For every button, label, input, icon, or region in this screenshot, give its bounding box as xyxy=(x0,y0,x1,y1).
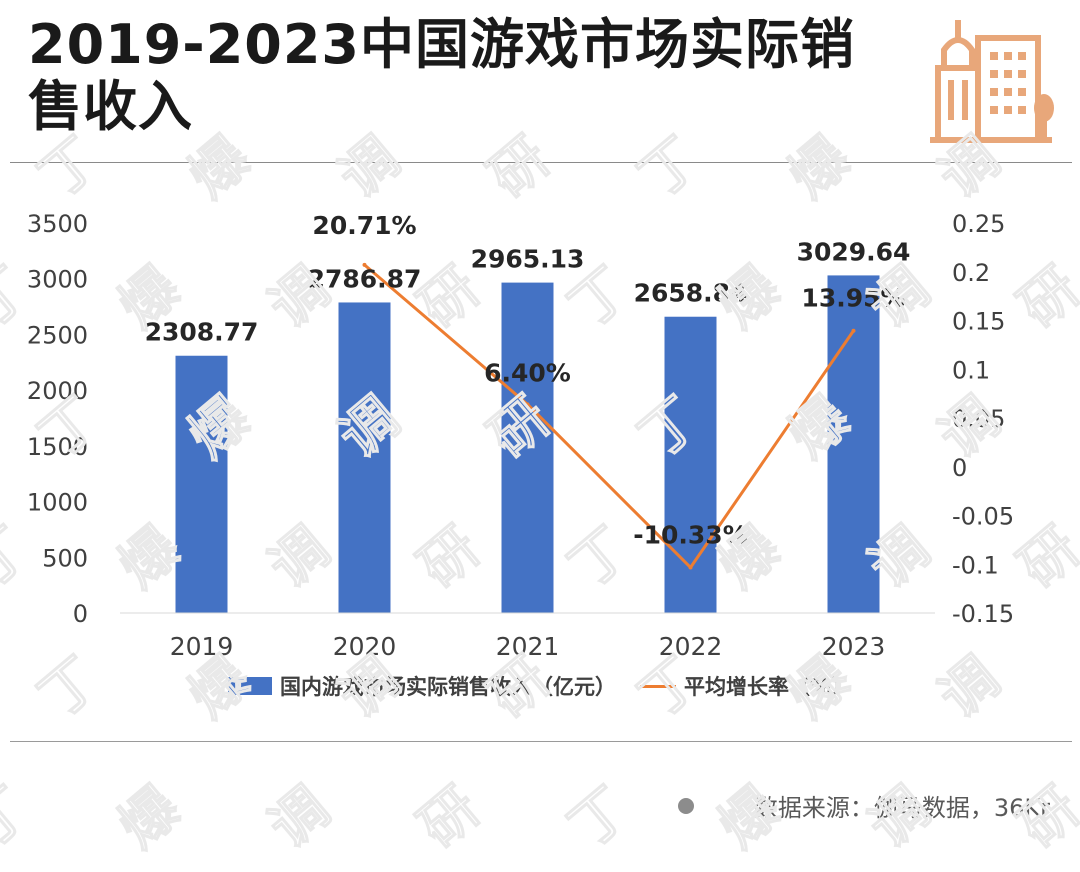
bottom-divider xyxy=(10,741,1072,742)
growth-point xyxy=(851,328,856,333)
bar-data-label: 2965.13 xyxy=(471,245,585,274)
bar xyxy=(338,302,391,613)
bar-data-label: 2308.77 xyxy=(145,318,259,347)
growth-line xyxy=(363,263,855,569)
legend-item-bar: 国内游戏市场实际销售收入（亿元） xyxy=(227,671,616,701)
y-left-tick-label: 3500 xyxy=(27,210,88,238)
x-tick-label: 2020 xyxy=(333,632,397,661)
y-right-tick-label: 0.05 xyxy=(952,405,1005,433)
chart-legend: 国内游戏市场实际销售收入（亿元） 平均增长率（%） xyxy=(0,670,1080,702)
bar xyxy=(175,355,228,613)
y-right-tick-label: 0.1 xyxy=(952,356,990,384)
y-left-tick-label: 1000 xyxy=(27,489,88,517)
y-right-tick-label: 0 xyxy=(952,454,967,482)
building-icon xyxy=(930,20,1054,143)
page-title: 2019-2023中国游戏市场实际销售收入 xyxy=(28,13,855,138)
y-right-tick-label: -0.05 xyxy=(952,503,1014,531)
top-divider xyxy=(10,162,1072,163)
bar-data-label: 2786.87 xyxy=(308,264,422,293)
legend-label-line: 平均增长率（%） xyxy=(683,675,853,699)
bar-data-label: 3029.64 xyxy=(797,237,911,266)
y-left-tick-label: 500 xyxy=(42,544,88,572)
growth-point xyxy=(362,262,367,267)
y-right-tick-label: 0.2 xyxy=(952,259,990,287)
y-left-tick-label: 2500 xyxy=(27,321,88,349)
line-data-label: 6.40% xyxy=(484,358,571,387)
bar xyxy=(664,316,717,613)
y-left-tick-label: 2000 xyxy=(27,377,88,405)
dot-icon xyxy=(677,797,694,814)
x-tick-label: 2022 xyxy=(659,632,723,661)
line-data-label: 13.95% xyxy=(801,284,905,313)
legend-label-bar: 国内游戏市场实际销售收入（亿元） xyxy=(279,675,616,699)
source-note: 数据来源：伽马数据，36Kr xyxy=(677,788,1050,823)
legend-swatch-line xyxy=(639,684,676,688)
source-text: 数据来源：伽马数据，36Kr xyxy=(753,794,1050,822)
legend-item-line: 平均增长率（%） xyxy=(639,671,853,701)
bar-data-label: 2658.84 xyxy=(634,279,748,308)
growth-point xyxy=(525,402,530,407)
y-right-tick-label: -0.1 xyxy=(952,551,999,579)
x-tick-label: 2023 xyxy=(822,632,886,661)
line-data-label: 20.71% xyxy=(312,211,416,240)
y-left-tick-label: 0 xyxy=(73,600,88,628)
y-left-tick-label: 1500 xyxy=(27,433,88,461)
line-data-label: -10.33% xyxy=(633,520,748,549)
bar xyxy=(501,282,554,613)
y-right-tick-label: -0.15 xyxy=(952,600,1014,628)
x-tick-label: 2019 xyxy=(170,632,234,661)
y-right-tick-label: 0.25 xyxy=(952,210,1005,238)
bar xyxy=(827,275,880,613)
x-tick-label: 2021 xyxy=(496,632,560,661)
y-left-tick-label: 3000 xyxy=(27,266,88,294)
legend-swatch-bar xyxy=(227,677,272,695)
growth-point xyxy=(688,565,693,570)
y-right-tick-label: 0.15 xyxy=(952,308,1005,336)
